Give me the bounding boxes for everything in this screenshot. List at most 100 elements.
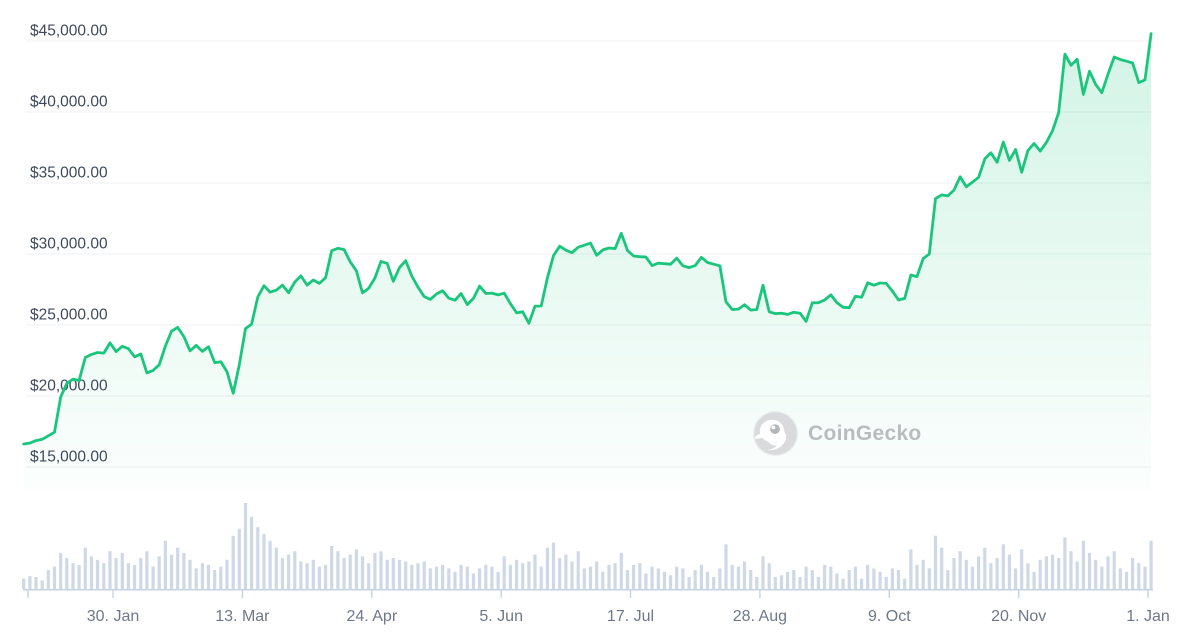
volume-bar[interactable]	[145, 551, 149, 589]
volume-bar[interactable]	[348, 554, 352, 589]
volume-bar[interactable]	[656, 568, 660, 589]
volume-bar[interactable]	[558, 558, 562, 589]
volume-bar[interactable]	[983, 547, 987, 589]
volume-bar[interactable]	[163, 540, 167, 589]
volume-bar[interactable]	[465, 566, 469, 589]
volume-bar[interactable]	[970, 566, 975, 589]
volume-bar[interactable]	[77, 564, 81, 589]
volume-bar[interactable]	[1069, 551, 1073, 589]
volume-bar[interactable]	[798, 577, 802, 589]
volume-bar[interactable]	[749, 570, 753, 589]
volume-bar[interactable]	[453, 571, 457, 589]
volume-bar[interactable]	[952, 558, 956, 589]
volume-bar[interactable]	[231, 535, 235, 589]
volume-bar[interactable]	[133, 564, 137, 589]
volume-bar[interactable]	[625, 570, 630, 589]
volume-bar[interactable]	[841, 578, 845, 589]
volume-bar[interactable]	[872, 568, 876, 589]
volume-bar[interactable]	[311, 559, 315, 589]
price-line[interactable]	[22, 32, 1153, 446]
volume-bar[interactable]	[576, 551, 580, 589]
volume-bar[interactable]	[213, 570, 217, 589]
volume-bar[interactable]	[1007, 554, 1011, 589]
volume-bar[interactable]	[34, 577, 38, 589]
volume-bar[interactable]	[927, 568, 931, 589]
volume-bar[interactable]	[404, 561, 408, 590]
volume-bar[interactable]	[1038, 559, 1042, 589]
volume-bar[interactable]	[681, 568, 685, 589]
volume-bar[interactable]	[385, 559, 389, 589]
volume-bar[interactable]	[484, 564, 488, 589]
volume-bar[interactable]	[200, 563, 204, 589]
volume-bar[interactable]	[804, 566, 808, 589]
volume-bar[interactable]	[521, 563, 525, 589]
volume-bar[interactable]	[588, 566, 593, 589]
volume-bar[interactable]	[330, 546, 334, 589]
volume-bar[interactable]	[256, 527, 260, 589]
volume-bar[interactable]	[1063, 537, 1067, 589]
volume-bar[interactable]	[354, 549, 358, 589]
volume-bar[interactable]	[416, 563, 420, 589]
volume-bar[interactable]	[1137, 563, 1141, 589]
volume-bar[interactable]	[1051, 554, 1055, 589]
volume-bar[interactable]	[502, 556, 506, 589]
volume-bar[interactable]	[829, 566, 833, 589]
volume-bar[interactable]	[496, 571, 500, 589]
volume-bars[interactable]	[22, 503, 1153, 589]
volume-bar[interactable]	[250, 516, 254, 589]
volume-bar[interactable]	[545, 547, 549, 589]
volume-bar[interactable]	[669, 575, 673, 589]
volume-bar[interactable]	[434, 566, 439, 589]
volume-bar[interactable]	[662, 571, 666, 589]
volume-bar[interactable]	[613, 563, 617, 589]
volume-bar[interactable]	[102, 563, 106, 589]
volume-bar[interactable]	[367, 563, 371, 589]
volume-bar[interactable]	[675, 566, 679, 589]
volume-bar[interactable]	[958, 551, 962, 589]
volume-bar[interactable]	[151, 566, 155, 589]
volume-bar[interactable]	[940, 547, 944, 589]
volume-bar[interactable]	[305, 563, 309, 589]
volume-bar[interactable]	[847, 570, 851, 589]
volume-bar[interactable]	[108, 551, 112, 589]
volume-bar[interactable]	[742, 561, 747, 590]
volume-bar[interactable]	[755, 577, 759, 589]
volume-bar[interactable]	[527, 561, 531, 590]
volume-bar[interactable]	[638, 563, 642, 589]
volume-bar[interactable]	[52, 566, 57, 589]
volume-bar[interactable]	[28, 576, 32, 589]
volume-bar[interactable]	[724, 544, 728, 589]
volume-bar[interactable]	[342, 558, 346, 589]
volume-bar[interactable]	[194, 568, 198, 589]
volume-bar[interactable]	[120, 552, 124, 589]
volume-bar[interactable]	[317, 566, 321, 589]
volume-bar[interactable]	[126, 563, 130, 589]
volume-bar[interactable]	[176, 547, 180, 589]
volume-bar[interactable]	[508, 564, 512, 589]
volume-bar[interactable]	[114, 558, 118, 589]
volume-bar[interactable]	[890, 568, 894, 589]
volume-bar[interactable]	[1118, 568, 1122, 589]
volume-bar[interactable]	[1026, 563, 1030, 589]
volume-bar[interactable]	[946, 570, 950, 589]
volume-bar[interactable]	[773, 577, 777, 589]
volume-bar[interactable]	[650, 566, 654, 589]
volume-bar[interactable]	[59, 552, 63, 589]
volume-bar[interactable]	[96, 559, 100, 589]
volume-bar[interactable]	[712, 577, 716, 589]
volume-bar[interactable]	[1100, 566, 1104, 589]
volume-bar[interactable]	[1057, 558, 1061, 589]
volume-bar[interactable]	[1081, 540, 1085, 589]
volume-bar[interactable]	[219, 566, 223, 589]
volume-bar[interactable]	[287, 554, 291, 589]
volume-bar[interactable]	[422, 561, 426, 590]
volume-bar[interactable]	[490, 566, 494, 589]
volume-bar[interactable]	[933, 535, 938, 589]
volume-bar[interactable]	[989, 563, 993, 589]
volume-bar[interactable]	[139, 558, 143, 589]
volume-bar[interactable]	[243, 503, 248, 589]
volume-bar[interactable]	[478, 568, 482, 589]
volume-bar[interactable]	[428, 568, 432, 589]
volume-bar[interactable]	[835, 573, 839, 590]
volume-bar[interactable]	[441, 564, 445, 589]
